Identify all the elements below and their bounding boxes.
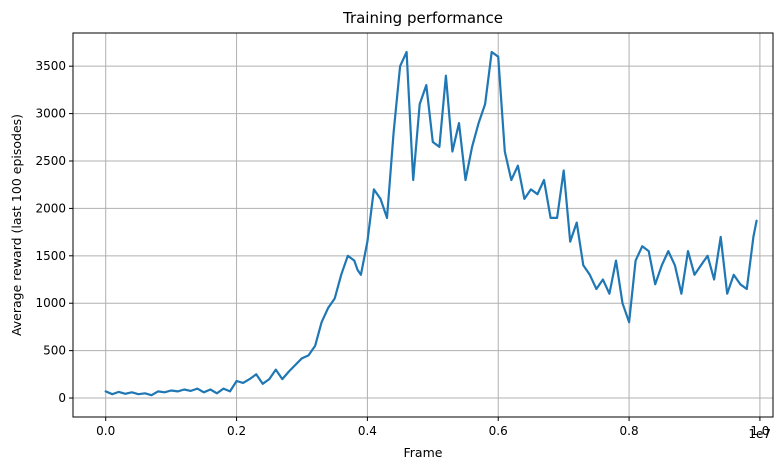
x-axis-ticks: 0.0 0.2 0.4 0.6 0.8 1.0	[96, 417, 769, 438]
y-tick-label: 1000	[35, 296, 66, 310]
x-tick-label: 0.6	[489, 424, 508, 438]
x-tick-label: 1.0	[750, 424, 769, 438]
y-tick-label: 3500	[35, 59, 66, 73]
y-tick-label: 500	[43, 344, 66, 358]
chart-title: Training performance	[342, 9, 503, 27]
y-tick-label: 2000	[35, 201, 66, 215]
x-tick-label: 0.4	[358, 424, 377, 438]
grid	[73, 33, 773, 417]
x-axis-offset-label: 1e7	[748, 427, 771, 441]
y-axis-ticks: 0 500 1000 1500 2000 2500 3000 3500	[35, 59, 73, 405]
x-tick-label: 0.0	[96, 424, 115, 438]
y-tick-label: 0	[58, 391, 66, 405]
y-axis-label: Average reward (last 100 episodes)	[9, 114, 24, 336]
x-tick-label: 0.2	[227, 424, 246, 438]
x-axis-label: Frame	[404, 445, 443, 460]
series-line	[104, 50, 758, 397]
series-layer	[104, 50, 758, 397]
y-tick-label: 1500	[35, 249, 66, 263]
x-tick-label: 0.8	[620, 424, 639, 438]
y-tick-label: 2500	[35, 154, 66, 168]
y-tick-label: 3000	[35, 107, 66, 121]
plot-frame	[72, 32, 774, 418]
